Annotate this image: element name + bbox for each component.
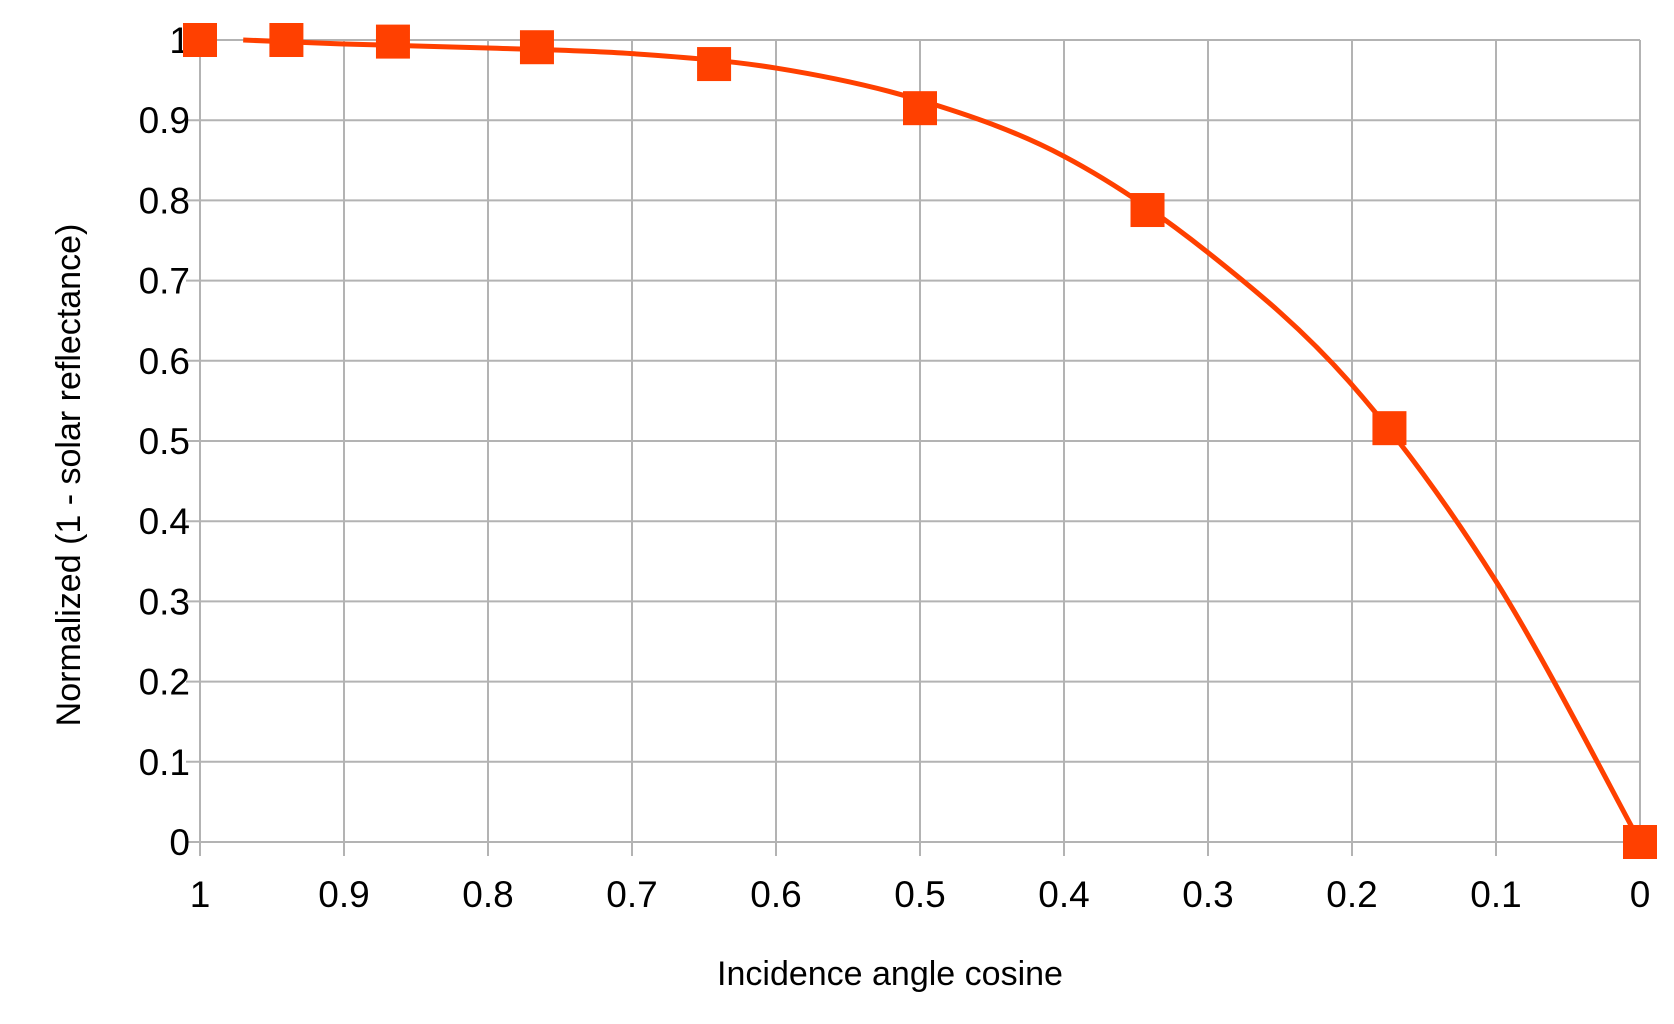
x-tick-label: 0.4 xyxy=(1038,874,1089,915)
x-tick-label: 0.1 xyxy=(1470,874,1521,915)
x-tick-label: 0.7 xyxy=(606,874,657,915)
data-point-marker xyxy=(697,47,732,82)
series-trendline xyxy=(243,37,1643,844)
data-point-marker xyxy=(1372,411,1407,446)
data-point-marker xyxy=(269,23,304,57)
x-tick-label: 0.2 xyxy=(1326,874,1377,915)
x-tick-label: 0.8 xyxy=(462,874,513,915)
y-tick-label: 0.3 xyxy=(139,581,190,622)
y-tick-label: 0 xyxy=(169,822,190,863)
y-tick-label: 0.7 xyxy=(139,261,190,302)
data-point-marker xyxy=(1623,825,1657,859)
series xyxy=(183,23,1657,859)
data-point-marker xyxy=(375,24,410,59)
y-tick-label: 0.4 xyxy=(139,501,190,542)
y-tick-label: 0.1 xyxy=(139,742,190,783)
y-tick-label: 0.6 xyxy=(139,341,190,382)
y-tick-label: 0.2 xyxy=(139,662,190,703)
data-point-marker xyxy=(903,91,937,126)
grid xyxy=(186,39,1641,856)
x-tick-label: 0.9 xyxy=(318,874,369,915)
x-tick-label: 0.5 xyxy=(894,874,945,915)
data-point-marker xyxy=(519,30,554,65)
x-tick-label: 0.3 xyxy=(1182,874,1233,915)
data-point-marker xyxy=(183,23,217,57)
y-tick-label: 0.9 xyxy=(139,100,190,141)
tick-labels: 1 0.9 0.8 0.7 0.6 0.5 0.4 0.3 0.2 0.1 0 0 0.1 0.2 0.3 0… xyxy=(139,20,1651,915)
x-tick-label: 0.6 xyxy=(750,874,801,915)
y-tick-label: 0.5 xyxy=(139,421,190,462)
x-tick-label: 1 xyxy=(190,874,211,915)
x-tick-label: 0 xyxy=(1630,874,1651,915)
data-point-marker xyxy=(1130,193,1165,228)
y-axis-title: Normalized (1 - solar reflectance) xyxy=(50,224,88,727)
x-axis-title: Incidence angle cosine xyxy=(717,955,1063,993)
y-tick-label: 0.8 xyxy=(139,180,190,221)
